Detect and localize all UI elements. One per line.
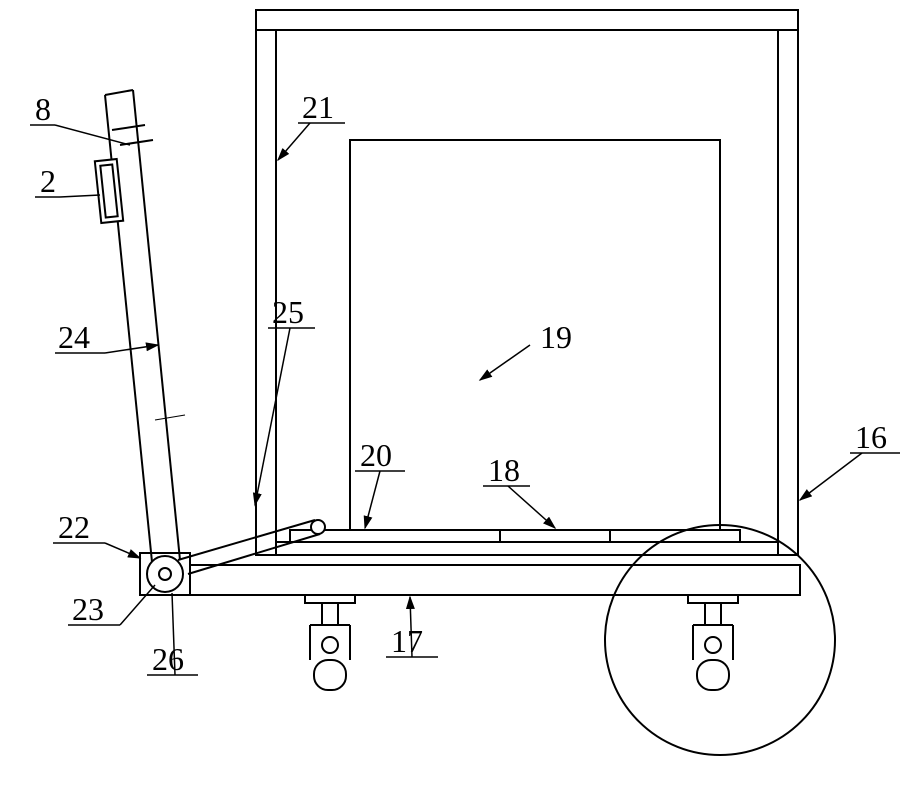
label-20: 20 [360,437,392,473]
outer-frame [256,10,798,555]
caster-left [305,595,355,690]
label-25: 25 [272,294,304,330]
label-2: 2 [40,163,56,199]
label-19: 19 [540,319,572,355]
label-26: 26 [152,641,184,677]
label-23: 23 [72,591,104,627]
chassis-bar [190,565,800,595]
engineering-diagram: 8 2 24 25 21 19 16 20 18 [0,0,923,806]
label-8: 8 [35,91,51,127]
platform [276,530,778,555]
label-21: 21 [302,89,334,125]
inner-box [350,140,720,530]
handle-assembly [95,90,325,595]
label-22: 22 [58,509,90,545]
caster-right [688,595,738,690]
label-24: 24 [58,319,90,355]
label-16: 16 [855,419,887,455]
label-18: 18 [488,452,520,488]
label-17: 17 [391,623,423,659]
